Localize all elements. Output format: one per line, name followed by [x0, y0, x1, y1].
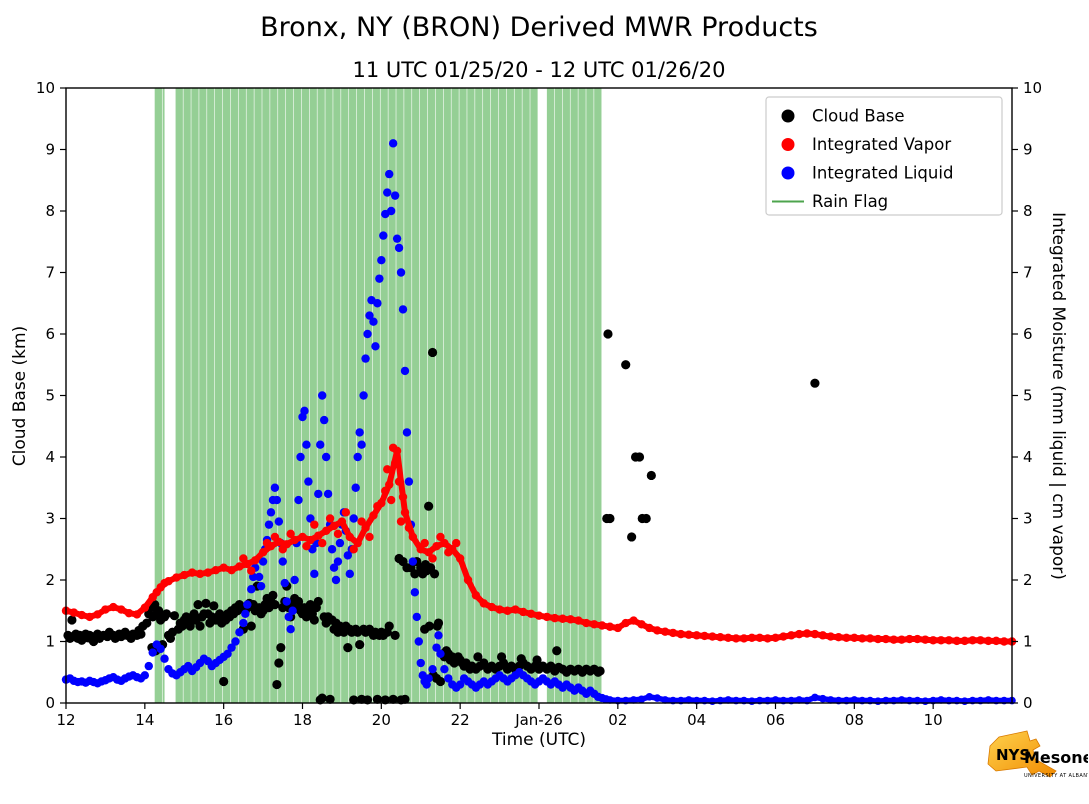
legend-label: Cloud Base [812, 107, 905, 126]
x-tick-label: 06 [766, 711, 785, 729]
y-left-tick-label: 2 [45, 571, 55, 589]
x-tick-label: 10 [924, 711, 943, 729]
y-right-tick-label: 8 [1023, 202, 1033, 220]
legend-marker-integrated-vapor [781, 138, 795, 151]
y-right-tick-label: 3 [1023, 510, 1033, 528]
legend-marker-cloud-base [781, 109, 795, 123]
x-tick-label: 02 [608, 711, 627, 729]
x-axis-label: Time (UTC) [492, 730, 586, 750]
chart-subtitle: 11 UTC 01/25/20 - 12 UTC 01/26/20 [352, 58, 726, 82]
y-axis-left-label: Cloud Base (km) [10, 325, 30, 467]
series-cloud-base [63, 329, 820, 705]
x-tick-label: 04 [687, 711, 706, 729]
y-right-tick-label: 4 [1023, 448, 1033, 466]
y-left-tick-label: 10 [36, 79, 55, 97]
y-left-tick-label: 3 [45, 510, 55, 528]
y-left-tick-label: 9 [45, 141, 55, 159]
y-axis-right-label: Integrated Moisture (mm liquid | cm vapo… [1048, 212, 1068, 580]
y-left-tick-label: 6 [45, 325, 55, 343]
series-integrated-vapor [61, 443, 1017, 646]
y-right-tick-label: 5 [1023, 387, 1033, 405]
logo-nys-text: NYS [996, 746, 1030, 764]
y-left-tick-label: 0 [45, 694, 55, 712]
nys-mesonet-logo: NYS Mesonet UNIVERSITY AT ALBANY [987, 730, 1088, 779]
logo-mesonet-text: Mesonet [1024, 748, 1088, 767]
y-right-tick-label: 9 [1023, 141, 1033, 159]
x-tick-label: Jan-26 [514, 711, 563, 729]
chart-title: Bronx, NY (BRON) Derived MWR Products [260, 12, 818, 43]
legend-marker-integrated-liquid [781, 166, 795, 180]
legend-label: Integrated Liquid [812, 164, 953, 183]
y-left-tick-label: 8 [45, 202, 55, 220]
x-tick-label: 20 [372, 711, 391, 729]
x-tick-label: 08 [845, 711, 864, 729]
ny-state-shape-icon [987, 730, 1057, 778]
y-right-tick-label: 6 [1023, 325, 1033, 343]
y-left-tick-label: 7 [45, 264, 55, 282]
series-integrated-liquid [61, 139, 1016, 705]
x-tick-label: 16 [214, 711, 233, 729]
logo-tagline-text: UNIVERSITY AT ALBANY [1024, 773, 1088, 779]
y-left-tick-label: 4 [45, 448, 55, 466]
legend-label: Rain Flag [812, 192, 888, 211]
y-right-tick-label: 2 [1023, 571, 1033, 589]
y-right-tick-label: 0 [1023, 694, 1033, 712]
rain-flag-bands [154, 88, 602, 703]
y-left-tick-label: 5 [45, 387, 55, 405]
y-right-tick-label: 10 [1023, 79, 1042, 97]
y-right-tick-label: 7 [1023, 264, 1033, 282]
axes: 12 14 16 18 20 22 Jan-26 02 04 06 08 100 01 12 23 34 45 5… [36, 79, 1042, 729]
x-tick-label: 18 [293, 711, 312, 729]
x-tick-label: 14 [135, 711, 154, 729]
legend: Cloud Base Integrated Vapor Integrated Liq… [765, 96, 1003, 216]
y-right-tick-label: 1 [1023, 633, 1033, 651]
x-tick-label: 22 [451, 711, 470, 729]
x-tick-label: 12 [56, 711, 75, 729]
y-left-tick-label: 1 [45, 633, 55, 651]
legend-label: Integrated Vapor [812, 135, 951, 154]
